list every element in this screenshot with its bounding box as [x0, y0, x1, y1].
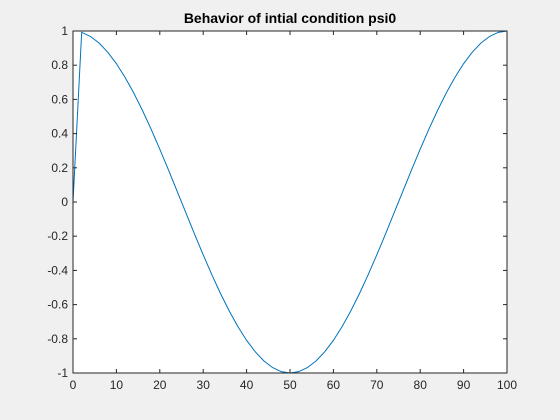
x-tick-label: 90	[457, 378, 471, 392]
y-tick-label: 1	[61, 24, 68, 38]
chart-title: Behavior of intial condition psi0	[184, 10, 397, 26]
y-tick-label: 0.8	[51, 58, 68, 72]
y-tick-label: 0	[61, 195, 68, 209]
y-tick-label: -0.6	[47, 298, 68, 312]
x-tick-label: 20	[153, 378, 167, 392]
x-tick-label: 80	[414, 378, 428, 392]
x-tick-label: 100	[497, 378, 517, 392]
y-tick-label: -0.2	[47, 229, 68, 243]
x-tick-label: 60	[327, 378, 341, 392]
y-tick-label: -0.4	[47, 263, 68, 277]
axes-background	[73, 31, 507, 373]
y-tick-label: -1	[57, 366, 68, 380]
y-tick-label: 0.6	[51, 92, 68, 106]
x-tick-label: 70	[370, 378, 384, 392]
tick-layer: 0 10 20 30 40 50 60 70 80 90 100-1-0.8-0.6-0.4-0.2…	[47, 24, 517, 392]
y-tick-label: -0.8	[47, 332, 68, 346]
y-tick-label: 0.2	[51, 161, 68, 175]
x-tick-label: 10	[110, 378, 124, 392]
x-tick-label: 50	[283, 378, 297, 392]
axes-box	[72, 30, 508, 374]
x-tick-label: 0	[70, 378, 77, 392]
x-tick-label: 30	[197, 378, 211, 392]
x-tick-label: 40	[240, 378, 254, 392]
y-tick-label: 0.4	[51, 127, 68, 141]
